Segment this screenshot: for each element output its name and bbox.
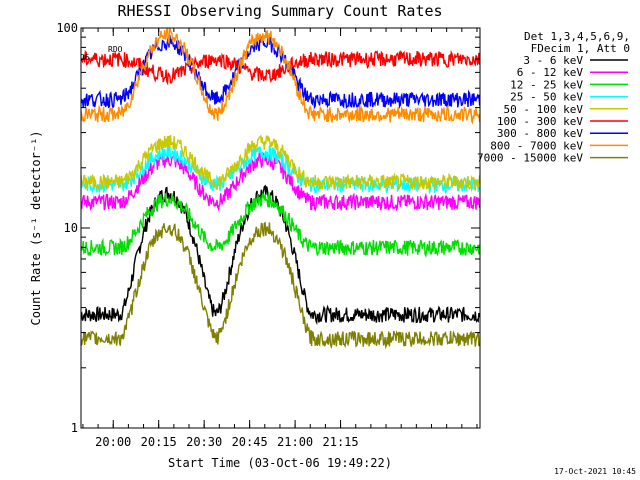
- flag-label: RDO: [108, 45, 123, 54]
- series-line: [81, 221, 480, 350]
- legend-label: 100 - 300 keV: [497, 115, 583, 128]
- x-axis-label: Start Time (03-Oct-06 19:49:22): [168, 456, 392, 470]
- y-tick-label: 10: [64, 221, 78, 235]
- series-line: [81, 151, 480, 212]
- legend-label: 3 - 6 keV: [523, 54, 583, 67]
- series-line: [81, 28, 480, 125]
- y-axis-label: Count Rate (s⁻¹ detector⁻¹): [29, 130, 43, 325]
- legend-label: 7000 - 15000 keV: [477, 152, 583, 165]
- x-tick-label: 20:15: [141, 435, 177, 449]
- plot-frame: [80, 27, 481, 429]
- series-line: [81, 184, 480, 326]
- legend-label: 6 - 12 keV: [517, 66, 584, 79]
- legend-header-line-1: Det 1,3,4,5,6,9,: [524, 30, 630, 43]
- x-tick-label: 20:30: [186, 435, 222, 449]
- flag-label: RO6: [75, 53, 90, 62]
- x-tick-label: 21:15: [323, 435, 359, 449]
- y-tick-label: 100: [56, 21, 78, 35]
- generated-timestamp: 17-Oct-2021 10:45: [554, 467, 636, 476]
- chart-title: RHESSI Observing Summary Count Rates: [117, 2, 442, 20]
- series-line: [81, 191, 480, 258]
- legend-label: 800 - 7000 keV: [490, 139, 583, 152]
- series-line: [81, 134, 480, 192]
- legend-header-line-2: FDecim 1, Att 0: [531, 42, 630, 55]
- legend-label: 12 - 25 keV: [510, 78, 583, 91]
- y-tick-label: 1: [71, 421, 78, 435]
- x-tick-label: 21:00: [277, 435, 313, 449]
- x-tick-label: 20:00: [95, 435, 131, 449]
- legend-label: 25 - 50 keV: [510, 91, 583, 104]
- series-line: [81, 49, 480, 86]
- legend-label: 300 - 800 keV: [497, 127, 583, 140]
- plot-area: RDO RO6: [75, 27, 481, 429]
- x-tick-label: 20:45: [232, 435, 268, 449]
- legend-label: 50 - 100 keV: [504, 103, 584, 116]
